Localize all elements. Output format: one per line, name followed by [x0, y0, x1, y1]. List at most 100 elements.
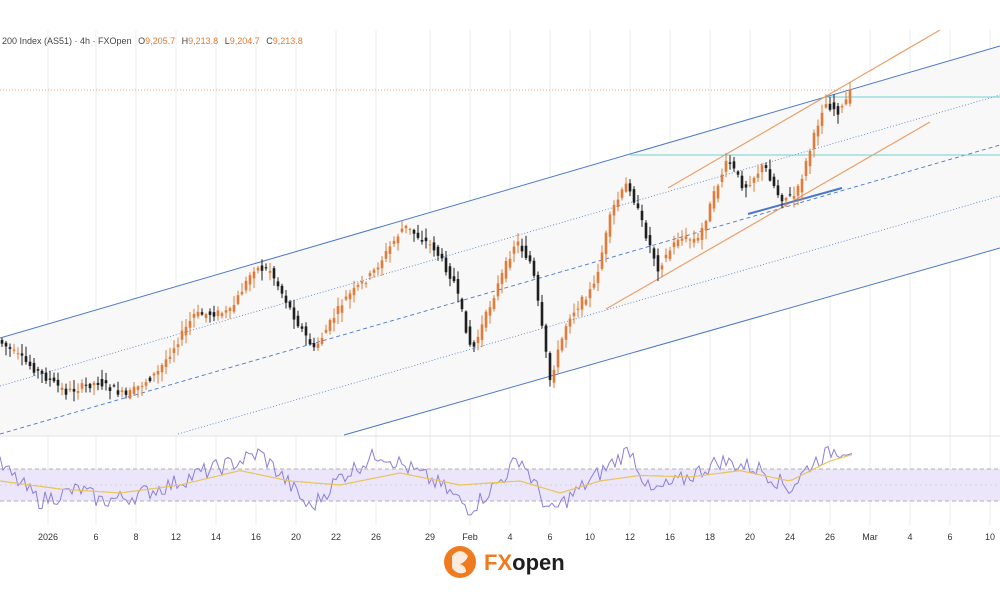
candle-up: [592, 283, 596, 288]
candle-down: [828, 103, 832, 110]
candle-up: [704, 220, 708, 231]
candle-up: [168, 356, 172, 360]
candle-up: [696, 238, 700, 241]
svg-text:FXopen: FXopen: [484, 550, 565, 575]
x-tick-label: 20: [291, 532, 301, 542]
x-tick-label: 4: [907, 532, 912, 542]
x-tick-label: 22: [331, 532, 341, 542]
candle-down: [648, 235, 652, 246]
candle-up: [244, 280, 248, 291]
candle-up: [392, 240, 396, 244]
candle-down: [260, 265, 264, 271]
candle-up: [844, 99, 848, 105]
candle-down: [100, 379, 104, 387]
x-tick-label: 12: [171, 532, 181, 542]
candle-down: [472, 342, 476, 347]
channel-lower-line: [343, 247, 1000, 436]
x-tick-label: 4: [507, 532, 512, 542]
candle-up: [380, 260, 384, 269]
candle-down: [536, 274, 540, 301]
candle-up: [612, 204, 616, 216]
candle-up: [692, 238, 696, 243]
trend-lines: [0, 29, 1000, 436]
candle-up: [564, 326, 568, 340]
candle-up: [552, 369, 556, 383]
candle-down: [284, 295, 288, 303]
candle-down: [780, 195, 784, 202]
candle-down: [424, 237, 428, 242]
candle-up: [848, 89, 852, 104]
candle-down: [432, 242, 436, 251]
close-label: C: [266, 36, 273, 46]
candle-down: [208, 311, 212, 315]
candle-up: [508, 258, 512, 268]
channel-fill: [0, 46, 1000, 435]
candle-up: [256, 267, 260, 271]
candle-up: [364, 283, 368, 285]
x-tick-label: 10: [985, 532, 995, 542]
candle-up: [144, 382, 148, 386]
rsi-panel: [0, 435, 1000, 516]
candle-up: [492, 298, 496, 309]
candle-up: [684, 236, 688, 239]
candle-up: [428, 244, 432, 246]
candle-down: [96, 382, 100, 385]
candle-down: [448, 266, 452, 279]
candle-up: [404, 225, 408, 229]
candle-up: [320, 337, 324, 345]
header: 200 Index (AS51) · 4h · FXOpen O9,205.7 …: [2, 36, 303, 46]
candle-up: [748, 184, 752, 186]
candle-up: [252, 271, 256, 279]
candle-up: [624, 183, 628, 192]
x-tick-label: 6: [547, 532, 552, 542]
x-tick-label: 29: [425, 532, 435, 542]
candle-down: [740, 175, 744, 189]
candle-down: [652, 248, 656, 259]
candle-up: [672, 242, 676, 248]
support-line: [747, 187, 843, 215]
candle-down: [832, 102, 836, 110]
open-value: 9,205.7: [145, 36, 175, 46]
candle-up: [568, 318, 572, 327]
high-value: 9,213.8: [188, 36, 218, 46]
candle-up: [140, 385, 144, 387]
candle-up: [724, 160, 728, 172]
rsi-line: [0, 445, 853, 516]
candle-up: [156, 371, 160, 375]
x-tick-label: 8: [133, 532, 138, 542]
candle-up: [204, 314, 208, 319]
candle-down: [788, 194, 792, 196]
candle-up: [752, 177, 756, 183]
candle-up: [136, 386, 140, 390]
candle-down: [736, 171, 740, 175]
candle-up: [668, 250, 672, 259]
candle-up: [712, 191, 716, 209]
candle-up: [60, 387, 64, 390]
candle-up: [756, 173, 760, 178]
candle-down: [632, 189, 636, 203]
candle-up: [820, 112, 824, 126]
x-tick-label: 6: [947, 532, 952, 542]
candle-up: [224, 310, 228, 313]
candle-down: [628, 183, 632, 192]
candle-down: [56, 379, 60, 386]
candle-up: [716, 185, 720, 199]
candle-down: [460, 298, 464, 310]
candle-down: [300, 326, 304, 329]
candle-up: [700, 228, 704, 240]
logo-fx-text: FX: [484, 550, 512, 575]
candle-up: [268, 270, 272, 273]
x-tick-label: 10: [585, 532, 595, 542]
candle-up: [332, 318, 336, 323]
candle-up: [180, 330, 184, 340]
candle-up: [376, 267, 380, 270]
candle-up: [784, 198, 788, 201]
candle-up: [804, 160, 808, 176]
candle-down: [200, 312, 204, 315]
candle-up: [340, 305, 344, 313]
candle-up: [840, 105, 844, 108]
candle-down: [656, 255, 660, 272]
candle-down: [636, 203, 640, 209]
candle-down: [88, 383, 92, 389]
